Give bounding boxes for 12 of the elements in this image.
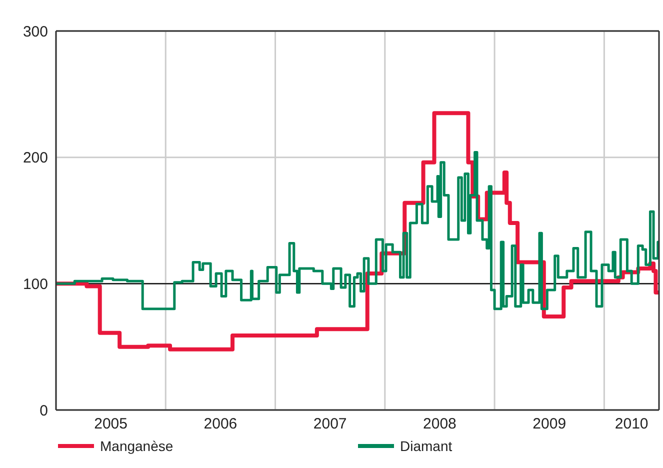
legend-label: Manganèse: [100, 438, 174, 454]
x-tick-label: 2006: [204, 416, 238, 433]
x-tick-label: 2007: [313, 416, 347, 433]
y-tick-label: 100: [22, 276, 48, 293]
x-tick-label: 2010: [614, 416, 648, 433]
y-tick-label: 200: [22, 150, 48, 167]
x-tick-label: 2009: [532, 416, 566, 433]
x-tick-label: 2005: [94, 416, 128, 433]
y-tick-label: 300: [22, 23, 48, 40]
legend-label: Diamant: [400, 438, 452, 454]
x-tick-label: 2008: [423, 416, 456, 433]
y-tick-label: 0: [40, 402, 48, 420]
